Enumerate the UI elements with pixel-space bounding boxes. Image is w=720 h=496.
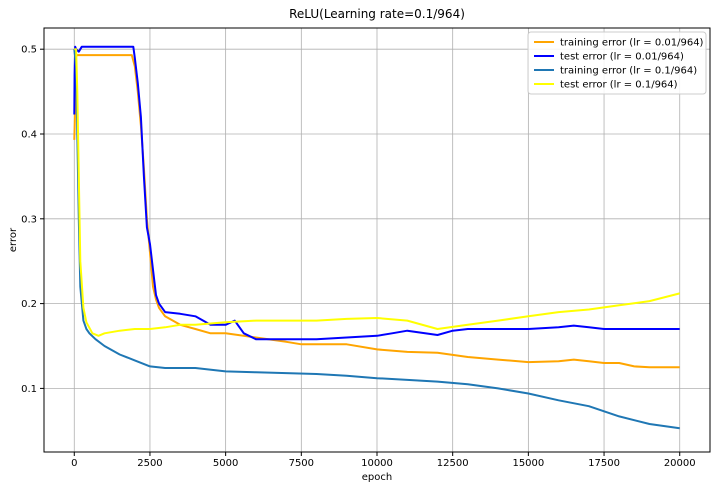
y-tick-label: 0.2 [21, 299, 37, 310]
series-lines [73, 45, 680, 430]
y-tick-label: 0.1 [21, 384, 37, 395]
x-tick-label: 5000 [213, 458, 238, 469]
series-line-3 [74, 48, 680, 337]
y-axis-label: error [8, 227, 19, 252]
x-tick-label: 12500 [437, 458, 469, 469]
legend: training error (lr = 0.01/964) test error… [527, 31, 707, 95]
x-tick-label: 15000 [512, 458, 544, 469]
grid [44, 28, 710, 452]
x-tick-label: 20000 [664, 458, 696, 469]
legend-label: training error (lr = 0.01/964) [560, 38, 704, 49]
y-tick-label: 0.5 [21, 45, 37, 56]
x-tick-label: 10000 [361, 458, 393, 469]
legend-label: training error (lr = 0.1/964) [560, 66, 697, 77]
legend-label: test error (lr = 0.1/964) [560, 80, 678, 91]
series-line-1 [73, 45, 680, 341]
x-tick-label: 2500 [137, 458, 162, 469]
legend-box [527, 31, 707, 95]
series-line-0 [73, 54, 680, 369]
x-tick-label: 0 [71, 458, 77, 469]
y-tick-label: 0.3 [21, 214, 37, 225]
series-line-2 [73, 49, 680, 430]
legend-label: test error (lr = 0.01/964) [560, 52, 684, 63]
x-tick-label: 17500 [588, 458, 620, 469]
x-tick-label: 7500 [289, 458, 314, 469]
chart-title: ReLU(Learning rate=0.1/964) [289, 7, 465, 21]
x-axis-label: epoch [362, 472, 392, 483]
ticks: 0 2500 5000 7500 10000 12500 15000 17500 20000 0.… [21, 45, 696, 469]
y-tick-label: 0.4 [21, 130, 37, 141]
